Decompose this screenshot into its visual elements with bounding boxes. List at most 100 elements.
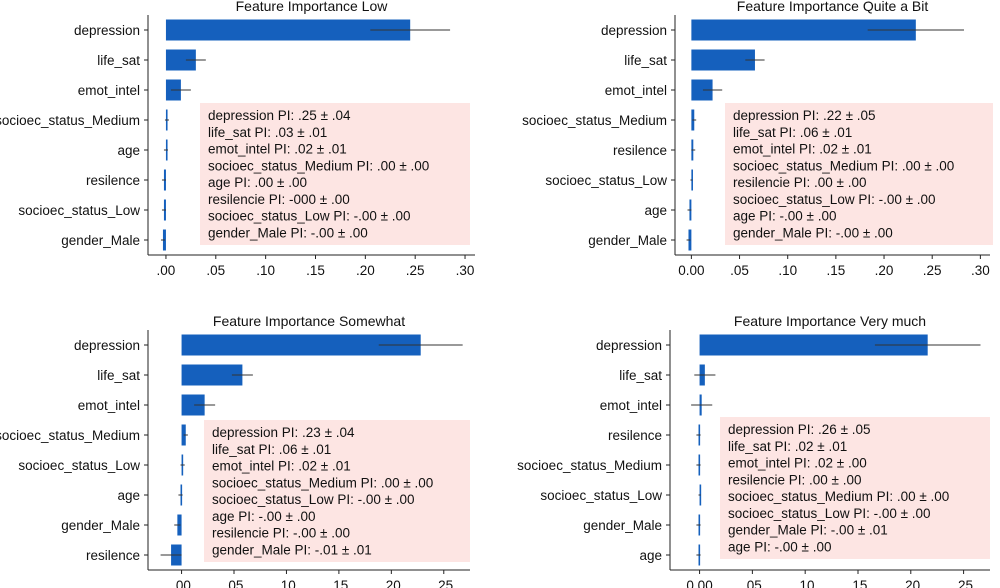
x-tick-label: .10 [256,263,275,278]
bar-life_sat [691,49,755,71]
y-tick-label-socioec_status_Low: socioec_status_Low [540,488,662,503]
annotation-line: age PI: -.00 ± .00 [728,539,831,554]
bar-emot_intel [691,79,713,101]
x-tick-label: .25 [954,578,973,588]
bar-emot_intel [181,394,205,416]
x-tick-label: .25 [923,263,942,278]
x-tick-label: .30 [971,263,990,278]
y-tick-label-gender_Male: gender_Male [61,518,140,533]
annotation-line: resilencie PI: .00 ± .00 [733,175,866,190]
x-tick-label: .05 [743,578,762,588]
y-tick-label-socioec_status_Medium: socioec_status_Medium [517,458,662,473]
annotation-line: emot_intel PI: .02 ± .01 [212,459,351,474]
y-tick-label-socioec_status_Medium: socioec_status_Medium [522,113,667,128]
annotation-line: depression PI: .23 ± .04 [212,425,355,440]
annotation-line: emot_intel PI: .02 ± .01 [208,142,347,157]
annotation-line: socioec_status_Medium PI: .00 ± .00 [212,475,433,490]
x-tick-label: .20 [356,263,375,278]
annotation-box [725,103,993,245]
y-tick-label-emot_intel: emot_intel [600,398,662,413]
annotation-line: age PI: -.00 ± .00 [733,209,836,224]
bar-depression [691,19,916,41]
annotation-line: socioec_status_Low PI: -.00 ± .00 [212,492,415,507]
x-tick-label: .10 [277,578,296,588]
y-tick-label-emot_intel: emot_intel [78,398,140,413]
annotation-line: gender_Male PI: -.00 ± .00 [208,225,368,240]
annotation-line: life_sat PI: .06 ± .01 [212,442,331,457]
x-tick-label: .00 [157,263,176,278]
y-tick-label-age: age [117,143,140,158]
annotation-line: emot_intel PI: .02 ± .00 [728,456,867,471]
y-tick-label-socioec_status_Low: socioec_status_Low [545,173,667,188]
x-tick-label: .05 [225,578,244,588]
annotation-line: depression PI: .25 ± .04 [208,108,351,123]
chart-panel-very-much: Feature Importance Very much 0.00 .05 .10 .1… [517,313,990,588]
x-tick-label: 0.00 [686,578,712,588]
annotation-line: age PI: -.00 ± .00 [212,509,315,524]
x-tick-label: .15 [306,263,325,278]
y-tick-label-depression: depression [74,23,140,38]
annotation-line: socioec_status_Low PI: -.00 ± .00 [208,209,411,224]
chart-panel-low: Feature Importance Low .00 .05 .10 .15 .20 .25… [0,0,475,278]
annotation-line: socioec_status_Low PI: -.00 ± .00 [733,192,936,207]
y-tick-label-age: age [644,203,667,218]
y-tick-label-depression: depression [74,338,140,353]
chart-panel-somewhat: Feature Importance Somewhat .00 .05 .10 .15.… [0,313,470,588]
x-tick-label: .15 [330,578,349,588]
x-tick-label: .10 [796,578,815,588]
y-tick-label-life_sat: life_sat [619,368,662,383]
y-tick-label-life_sat: life_sat [97,368,140,383]
annotation-line: resilencie PI: -.00 ± .00 [212,526,350,541]
bar-depression [699,334,928,356]
annotation-box [200,103,470,245]
y-tick-label-life_sat: life_sat [97,53,140,68]
y-tick-label-socioec_status_Low: socioec_status_Low [18,203,140,218]
x-tick-label: .20 [901,578,920,588]
y-tick-label-socioec_status_Low: socioec_status_Low [18,458,140,473]
y-tick-label-gender_Male: gender_Male [61,233,140,248]
y-tick-label-resilence: resilence [86,173,140,188]
annotation-line: depression PI: .22 ± .05 [733,108,876,123]
x-tick-label: .05 [730,263,749,278]
annotation-line: gender_Male PI: -.01 ± .01 [212,542,372,557]
y-tick-label-resilence: resilence [613,143,667,158]
annotation-line: resilencie PI: -000 ± .00 [208,192,350,207]
annotation-line: life_sat PI: .06 ± .01 [733,125,852,140]
x-tick-label: .10 [778,263,797,278]
y-tick-label-depression: depression [596,338,662,353]
annotation-box [204,420,470,562]
y-tick-label-age: age [117,488,140,503]
annotation-line: life_sat PI: .02 ± .01 [728,439,847,454]
annotation-line: socioec_status_Medium PI: .00 ± .00 [208,158,429,173]
y-tick-label-resilence: resilence [86,548,140,563]
chart-title: Feature Importance Very much [734,313,926,329]
annotation-line: socioec_status_Low PI: -.00 ± .00 [728,506,931,521]
annotation-line: age PI: .00 ± .00 [208,175,307,190]
annotation-line: gender_Male PI: -.00 ± .01 [728,523,888,538]
y-tick-label-socioec_status_Medium: socioec_status_Medium [0,428,140,443]
y-tick-label-emot_intel: emot_intel [78,83,140,98]
annotation-line: emot_intel PI: .02 ± .01 [733,142,872,157]
annotation-line: gender_Male PI: -.00 ± .00 [733,225,893,240]
x-tick-label: 0.00 [678,263,704,278]
chart-title: Feature Importance Low [236,0,389,14]
x-tick-label: .05 [206,263,225,278]
x-tick-label: .00 [172,578,191,588]
x-tick-label: .30 [456,263,475,278]
y-tick-label-emot_intel: emot_intel [605,83,667,98]
x-tick-label: .15 [849,578,868,588]
x-tick-label: .20 [382,578,401,588]
annotation-line: socioec_status_Medium PI: .00 ± .00 [733,158,954,173]
y-tick-label-age: age [639,548,662,563]
annotation-line: depression PI: .26 ± .05 [728,422,871,437]
annotation-line: socioec_status_Medium PI: .00 ± .00 [728,489,949,504]
y-tick-label-gender_Male: gender_Male [583,518,662,533]
chart-panel-quite-a-bit: Feature Importance Quite a Bit 0.00 .05 .10… [522,0,993,278]
x-tick-label: .25 [406,263,425,278]
bar-depression [181,334,421,356]
chart-title: Feature Importance Quite a Bit [737,0,929,14]
y-tick-label-depression: depression [601,23,667,38]
bar-life_sat [181,364,243,386]
chart-title: Feature Importance Somewhat [213,313,405,329]
y-tick-label-socioec_status_Medium: socioec_status_Medium [0,113,140,128]
